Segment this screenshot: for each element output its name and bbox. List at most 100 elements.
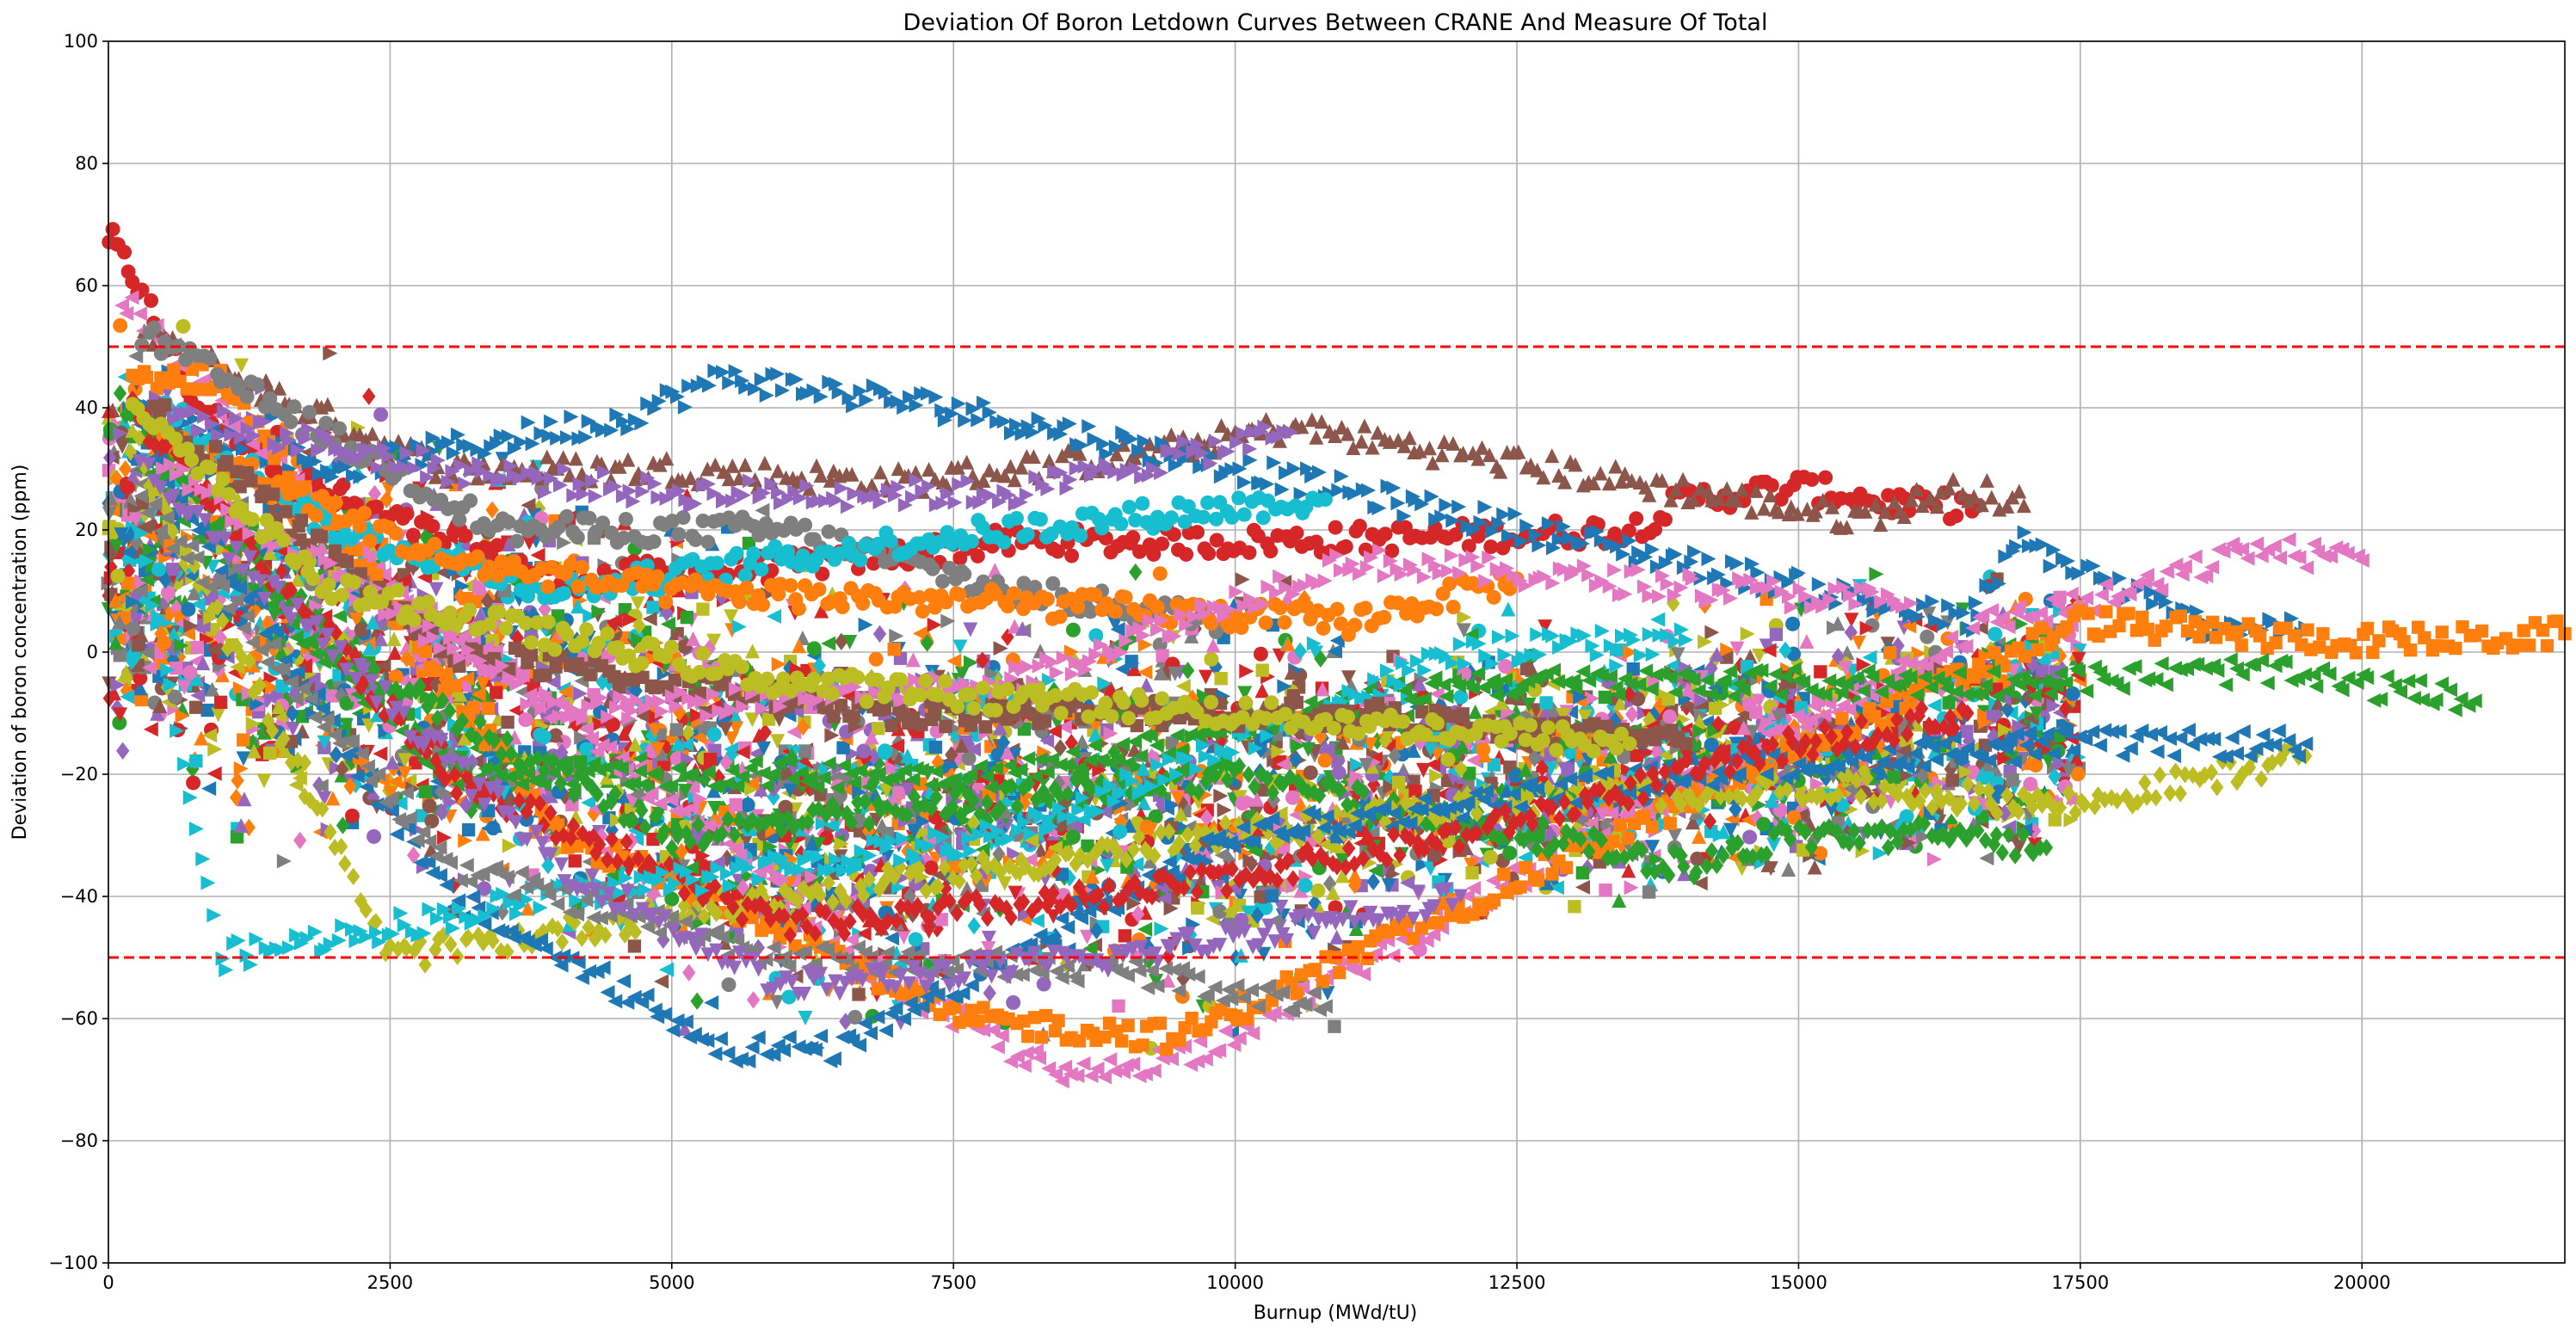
data-point — [1182, 940, 1198, 956]
data-point — [242, 818, 256, 837]
data-point — [1137, 664, 1153, 680]
data-point — [704, 995, 719, 1011]
data-point — [520, 901, 535, 916]
data-point — [186, 775, 201, 791]
data-point — [1051, 773, 1066, 792]
data-point — [1045, 908, 1061, 924]
data-point — [109, 539, 125, 554]
data-point — [1869, 566, 1884, 582]
data-point — [200, 477, 214, 496]
data-point — [1008, 885, 1023, 901]
data-point — [1235, 572, 1250, 588]
data-point — [1623, 644, 1638, 660]
data-point — [110, 569, 126, 584]
data-point — [645, 651, 661, 667]
data-point — [1945, 773, 1959, 787]
data-point — [1799, 633, 1815, 649]
data-point — [1495, 782, 1509, 801]
data-point — [1778, 641, 1792, 660]
data-point — [1461, 777, 1475, 791]
data-point — [1317, 837, 1333, 853]
data-point — [905, 652, 921, 668]
data-point — [1406, 742, 1421, 758]
data-point — [1642, 885, 1656, 899]
data-point — [1254, 740, 1268, 759]
data-point — [557, 535, 572, 551]
data-point — [858, 617, 873, 632]
data-point — [373, 631, 388, 647]
data-point — [786, 761, 801, 777]
data-point — [1214, 847, 1229, 863]
data-point — [1658, 716, 1672, 734]
data-point — [530, 547, 545, 563]
data-point — [1204, 651, 1219, 667]
data-point — [325, 791, 341, 806]
data-point — [879, 849, 895, 865]
data-point — [660, 617, 675, 632]
data-point — [137, 520, 152, 535]
data-point — [1667, 828, 1683, 843]
data-point — [1456, 623, 1471, 638]
data-point — [1786, 810, 1802, 825]
data-point — [798, 744, 812, 758]
data-point — [190, 596, 206, 612]
data-point — [570, 599, 586, 614]
data-point — [1238, 846, 1254, 861]
data-point — [1911, 646, 1926, 662]
data-point — [1103, 725, 1119, 741]
data-point — [896, 929, 911, 945]
data-point — [186, 760, 200, 779]
data-point — [102, 506, 117, 521]
data-point — [1844, 787, 1858, 805]
data-point — [1383, 768, 1396, 787]
data-point — [236, 751, 251, 767]
data-point — [533, 727, 548, 742]
data-point — [386, 631, 402, 647]
data-point — [1781, 861, 1796, 877]
data-point — [1603, 748, 1618, 764]
data-point — [1391, 775, 1406, 790]
data-point — [472, 581, 486, 594]
chart-title: Deviation Of Boron Letdown Curves Betwee… — [903, 9, 1768, 36]
data-point — [1740, 626, 1755, 642]
data-point — [1556, 761, 1572, 777]
data-point — [1280, 636, 1296, 651]
data-point — [237, 791, 252, 807]
data-point — [1029, 913, 1045, 928]
data-point — [721, 977, 736, 993]
data-point — [1378, 731, 1392, 750]
data-point — [636, 709, 651, 724]
data-point — [605, 821, 619, 839]
data-point — [842, 635, 858, 650]
data-point — [1741, 812, 1756, 828]
data-point — [792, 638, 807, 654]
data-point — [233, 760, 249, 776]
data-point — [755, 502, 770, 518]
data-point — [518, 712, 533, 728]
data-point — [1427, 847, 1442, 863]
data-point — [874, 818, 890, 834]
data-point — [772, 712, 787, 728]
data-point — [778, 775, 793, 791]
data-point — [246, 743, 262, 759]
data-point — [1556, 707, 1571, 723]
data-point — [167, 689, 182, 705]
data-point — [847, 1009, 863, 1025]
data-point — [852, 988, 866, 1001]
data-point — [132, 583, 148, 599]
data-point — [473, 607, 489, 622]
data-point — [1975, 767, 1990, 782]
data-point — [1162, 947, 1175, 965]
data-point — [2006, 754, 2022, 769]
data-point — [706, 633, 722, 649]
data-point — [1348, 921, 1364, 937]
data-point — [647, 723, 662, 738]
data-point — [230, 830, 244, 844]
data-point — [1237, 686, 1253, 701]
data-point — [285, 721, 300, 736]
data-point — [143, 722, 158, 737]
data-point — [1329, 633, 1345, 649]
data-point — [729, 797, 743, 812]
data-point — [1366, 872, 1380, 891]
data-point — [1308, 645, 1323, 661]
